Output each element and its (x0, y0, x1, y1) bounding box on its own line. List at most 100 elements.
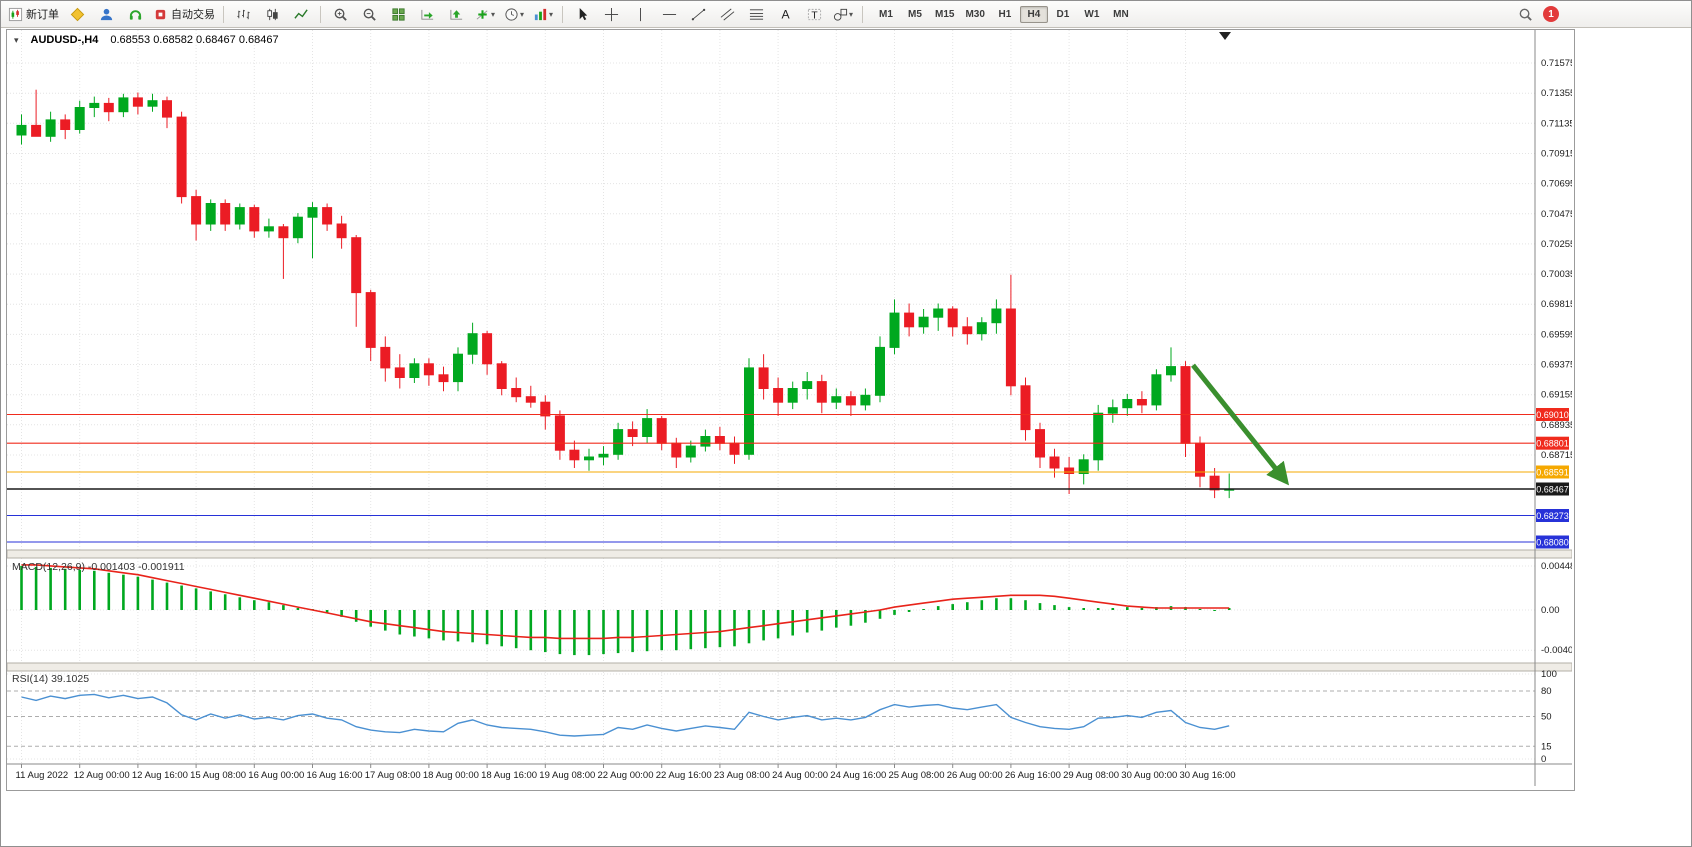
svg-text:26 Aug 16:00: 26 Aug 16:00 (1005, 770, 1061, 781)
candle-body (380, 346, 391, 369)
svg-text:0.69815: 0.69815 (1541, 299, 1572, 310)
candle-body (89, 102, 100, 109)
candle-body (162, 100, 172, 118)
metaeditor-icon (70, 7, 84, 21)
dropdown-caret: ▾ (848, 9, 853, 19)
clock-icon (505, 7, 518, 21)
candle-body (802, 381, 813, 390)
zoom-out-button[interactable] (355, 3, 383, 26)
text-button[interactable]: A (771, 3, 799, 26)
candle-body (1136, 399, 1147, 406)
bar-chart-button[interactable] (229, 3, 257, 26)
svg-text:24 Aug 00:00: 24 Aug 00:00 (772, 770, 828, 781)
horizontal-line-icon (662, 13, 676, 15)
rsi-label: RSI(14) 39.1025 (12, 673, 89, 685)
timeframe-d1-button[interactable]: D1 (1056, 8, 1070, 20)
text-label-button[interactable]: T (800, 3, 828, 26)
svg-text:23 Aug 08:00: 23 Aug 08:00 (714, 770, 770, 781)
trend-arrow[interactable] (1191, 363, 1290, 486)
svg-text:29 Aug 08:00: 29 Aug 08:00 (1063, 770, 1119, 781)
svg-text:50: 50 (1541, 712, 1552, 723)
profile-button[interactable] (92, 3, 120, 26)
toolbar-separator (223, 5, 224, 23)
auto-trading-icon (155, 9, 166, 19)
candle-body (889, 312, 900, 348)
candle-body (1049, 456, 1060, 469)
candle-body (1166, 366, 1176, 376)
candle-body (744, 367, 754, 455)
vertical-line-button[interactable] (626, 3, 654, 26)
zoom-in-button[interactable] (326, 3, 354, 26)
candle-body (191, 196, 202, 225)
dropdown-caret: ▾ (490, 9, 495, 19)
trendline-button[interactable] (684, 3, 712, 26)
timeframe-mn-button[interactable]: MN (1113, 8, 1129, 20)
candle-body (569, 449, 580, 461)
svg-text:0.70695: 0.70695 (1541, 179, 1572, 190)
candle-body (976, 322, 987, 335)
crosshair-button[interactable] (597, 3, 625, 26)
channel-button[interactable] (713, 3, 741, 26)
panel-divider[interactable] (6, 549, 1573, 559)
cursor-button[interactable] (568, 3, 596, 26)
auto-trading-label: 自动交易 (171, 9, 215, 21)
candle-body (74, 107, 85, 130)
timeframe-h4-button[interactable]: H4 (1019, 5, 1048, 23)
crosshair-icon (604, 7, 618, 21)
candle-body (627, 429, 638, 438)
candle-body (525, 396, 536, 403)
timeframe-m15-button[interactable]: M15 (935, 8, 955, 20)
candle-body (845, 396, 856, 406)
auto-scroll-icon (420, 9, 433, 20)
timeframe-m30-button[interactable]: M30 (965, 8, 985, 20)
candle-body (918, 316, 929, 328)
chart-area[interactable]: 0.71575 0.71355 0.71135 0.70915 0.70695 0.704… (6, 29, 1584, 791)
candle-body (700, 436, 711, 447)
chart-collapse-icon[interactable]: ▾ (14, 34, 19, 45)
candle-body (31, 124, 42, 137)
text-label-icon: T (807, 8, 821, 21)
indicators-button[interactable]: ▾ (471, 3, 499, 26)
svg-text:A: A (781, 7, 790, 21)
candlestick-chart-button[interactable] (258, 3, 286, 26)
candle-body (860, 394, 871, 406)
periods-button[interactable]: ▾ (500, 3, 528, 26)
tile-windows-icon (391, 7, 405, 21)
svg-text:0.00: 0.00 (1541, 605, 1560, 616)
timeframe-h1-button[interactable]: H1 (998, 8, 1012, 20)
new-order-button[interactable]: 新订单 (5, 3, 62, 26)
text-icon: A (781, 7, 790, 21)
search-icon[interactable] (1518, 7, 1533, 22)
line-chart-button[interactable] (287, 3, 315, 26)
toolbar-right: 1 (1518, 6, 1687, 22)
indicators-icon (476, 9, 488, 20)
market-button[interactable] (121, 3, 149, 26)
svg-text:25 Aug 08:00: 25 Aug 08:00 (889, 770, 945, 781)
svg-text:0.68080: 0.68080 (1536, 538, 1569, 548)
shapes-button[interactable]: ▾ (829, 3, 857, 26)
auto-scroll-button[interactable] (413, 3, 441, 26)
chart-shift-marker[interactable] (1219, 32, 1231, 40)
svg-text:0.69595: 0.69595 (1541, 329, 1572, 340)
candle-body (1209, 475, 1220, 491)
candle-body (467, 333, 478, 355)
fibonacci-button[interactable] (742, 3, 770, 26)
timeframe-m1-button[interactable]: M1 (879, 8, 893, 20)
tile-windows-button[interactable] (384, 3, 412, 26)
templates-button[interactable]: ▾ (529, 3, 557, 26)
horizontal-line-button[interactable] (655, 3, 683, 26)
auto-trading-button[interactable]: 自动交易 (150, 3, 218, 26)
drawn-objects[interactable] (7, 363, 1535, 543)
metaeditor-button[interactable] (63, 3, 91, 26)
svg-text:18 Aug 16:00: 18 Aug 16:00 (481, 770, 537, 781)
chart-shift-button[interactable] (442, 3, 470, 26)
candle-body (278, 226, 289, 239)
svg-text:0.70035: 0.70035 (1541, 269, 1572, 280)
svg-text:15 Aug 08:00: 15 Aug 08:00 (190, 770, 246, 781)
timeframe-w1-button[interactable]: W1 (1084, 8, 1100, 20)
panel-divider[interactable] (6, 662, 1573, 672)
svg-text:100: 100 (1541, 669, 1557, 680)
notification-badge[interactable]: 1 (1543, 6, 1559, 22)
timeframe-m5-button[interactable]: M5 (908, 8, 922, 20)
